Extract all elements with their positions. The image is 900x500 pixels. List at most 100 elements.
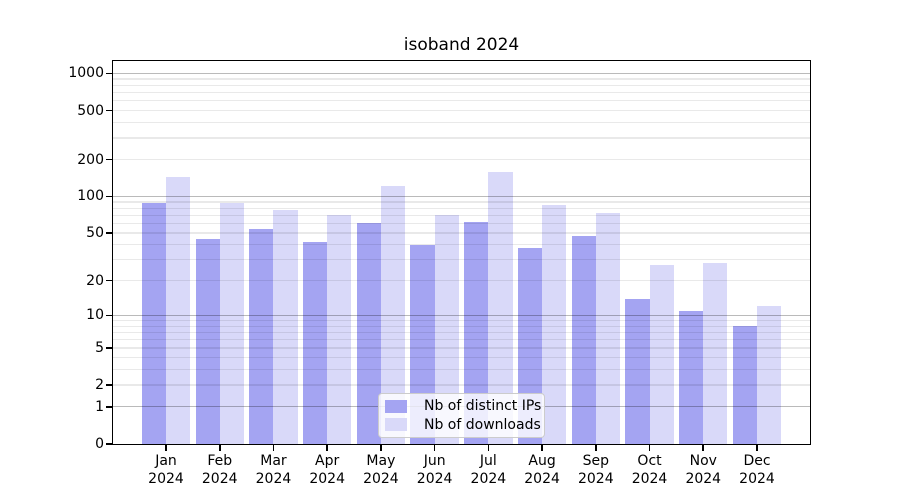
bar-downloads-apr xyxy=(327,215,352,444)
gridline-minor xyxy=(113,222,810,225)
bar-downloads-sep xyxy=(595,213,620,444)
legend-label-distinct-ips: Nb of distinct IPs xyxy=(424,398,542,415)
gridline-minor xyxy=(113,338,810,341)
y-tick-mark xyxy=(106,443,113,445)
x-tick-label-mar: Mar 2024 xyxy=(255,453,292,487)
bar-distinct-ips-mar xyxy=(249,229,274,444)
gridline-major xyxy=(113,72,810,75)
y-tick-label: 1 xyxy=(95,398,104,415)
x-tick-mark xyxy=(218,445,221,451)
x-tick-label-may: May 2024 xyxy=(363,453,399,487)
y-tick-label: 0 xyxy=(95,436,104,452)
legend: Nb of distinct IPs Nb of downloads xyxy=(378,393,545,438)
x-tick-mark xyxy=(165,445,167,451)
gridline-minor xyxy=(113,331,810,334)
x-tick-label-apr: Apr 2024 xyxy=(309,453,345,487)
y-tick-label: 100 xyxy=(77,188,104,205)
legend-item-downloads: Nb of downloads xyxy=(385,416,541,433)
bar-downloads-dec xyxy=(757,306,782,444)
gridline-minor xyxy=(113,137,810,139)
y-tick-mark xyxy=(106,72,113,75)
gridline-minor xyxy=(113,319,810,322)
x-tick-label-oct: Oct 2024 xyxy=(631,453,668,487)
y-tick-mark xyxy=(106,195,113,198)
chart-title: isoband 2024 xyxy=(403,35,520,55)
x-tick-mark xyxy=(487,445,490,451)
gridline-minor xyxy=(113,232,810,234)
x-tick-mark xyxy=(595,445,597,451)
y-tick-mark xyxy=(106,158,113,161)
y-tick-mark xyxy=(106,384,113,386)
bar-distinct-ips-oct xyxy=(625,298,650,444)
y-tick-label: 2 xyxy=(95,377,104,394)
x-tick-label-jul: Jul 2024 xyxy=(470,453,507,487)
gridline-minor xyxy=(113,325,810,327)
y-tick-label: 50 xyxy=(86,225,104,242)
gridline-minor xyxy=(113,109,810,112)
x-tick-label-dec: Dec 2024 xyxy=(739,453,775,487)
x-tick-mark xyxy=(702,445,705,451)
y-tick-label: 1000 xyxy=(68,65,104,82)
y-tick-label: 20 xyxy=(86,272,104,289)
y-tick-mark xyxy=(106,314,113,317)
x-tick-mark xyxy=(272,445,275,451)
bar-distinct-ips-apr xyxy=(302,242,328,444)
y-tick-mark xyxy=(106,232,113,234)
bar-downloads-mar xyxy=(273,209,298,444)
y-tick-label: 5 xyxy=(95,339,104,356)
gridline-major xyxy=(113,314,810,317)
gridline-minor xyxy=(113,259,810,261)
bar-downloads-feb xyxy=(219,203,244,444)
legend-swatch-downloads xyxy=(385,418,407,432)
legend-swatch-distinct-ips xyxy=(385,399,407,413)
gridline-minor xyxy=(113,244,810,246)
x-tick-label-sep: Sep 2024 xyxy=(577,453,614,487)
x-tick-mark xyxy=(648,445,651,451)
gridline-minor xyxy=(113,100,810,102)
gridline-minor xyxy=(113,368,810,371)
bar-distinct-ips-dec xyxy=(732,326,757,444)
bar-distinct-ips-sep xyxy=(571,236,596,444)
x-tick-mark xyxy=(326,445,328,451)
gridline-minor xyxy=(113,158,810,161)
x-tick-mark xyxy=(433,445,436,451)
bar-downloads-nov xyxy=(703,263,728,444)
legend-item-distinct-ips: Nb of distinct IPs xyxy=(385,398,542,415)
x-tick-mark xyxy=(541,445,543,451)
y-tick-mark xyxy=(106,347,113,349)
bar-downloads-aug xyxy=(542,205,567,444)
gridline-minor xyxy=(113,91,810,94)
gridline-minor xyxy=(113,78,810,80)
gridline-minor xyxy=(113,214,810,217)
gridline-minor xyxy=(113,121,810,124)
gridline-minor xyxy=(113,201,810,203)
y-tick-mark xyxy=(106,109,113,112)
legend-label-downloads: Nb of downloads xyxy=(424,416,541,433)
x-tick-label-nov: Nov 2024 xyxy=(685,453,722,487)
y-tick-label: 200 xyxy=(77,151,104,168)
gridline-minor xyxy=(113,207,810,209)
bar-distinct-ips-nov xyxy=(679,310,704,444)
x-tick-label-jan: Jan 2024 xyxy=(148,453,184,487)
gridline-minor xyxy=(113,357,810,359)
x-tick-mark xyxy=(380,445,382,451)
y-tick-mark xyxy=(106,406,113,408)
y-tick-label: 10 xyxy=(86,307,104,324)
gridline-minor xyxy=(113,384,810,386)
bar-distinct-ips-may xyxy=(356,222,381,444)
bar-downloads-oct xyxy=(649,265,674,444)
x-tick-mark xyxy=(756,445,758,451)
bar-downloads-jan xyxy=(166,176,191,444)
gridline-major xyxy=(113,195,810,198)
bar-distinct-ips-feb xyxy=(195,238,220,444)
x-tick-label-aug: Aug 2024 xyxy=(524,453,560,487)
x-tick-label-feb: Feb 2024 xyxy=(201,453,238,487)
y-tick-label: 500 xyxy=(77,102,104,119)
gridline-minor xyxy=(113,347,810,349)
y-tick-mark xyxy=(106,279,113,282)
bar-distinct-ips-jan xyxy=(141,203,166,444)
plot-area xyxy=(113,61,810,444)
x-tick-label-jun: Jun 2024 xyxy=(416,453,453,487)
gridline-minor xyxy=(113,84,810,87)
